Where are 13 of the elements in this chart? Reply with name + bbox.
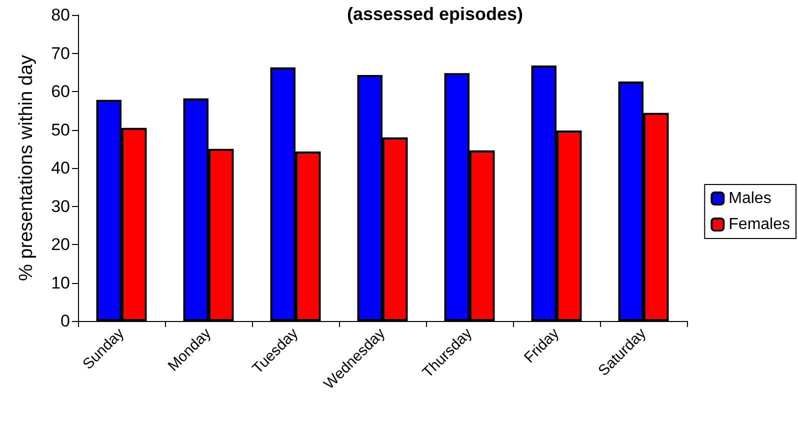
- y-tick-label: 70: [51, 44, 70, 63]
- y-tick-label: 80: [51, 6, 70, 24]
- y-tick-label: 30: [51, 196, 70, 216]
- legend-label: Females: [728, 216, 790, 233]
- y-tick-label: 50: [51, 120, 70, 140]
- y-tick-label: 0: [60, 312, 70, 330]
- y-axis-title: % presentations within day: [16, 54, 37, 282]
- y-tick-label: 20: [51, 235, 70, 254]
- y-tick-label: 10: [51, 273, 70, 292]
- chart-title: (assessed episodes): [346, 4, 524, 24]
- y-tick-label: 40: [51, 158, 70, 178]
- y-tick-label: 60: [51, 82, 70, 101]
- legend-label: Males: [728, 190, 772, 207]
